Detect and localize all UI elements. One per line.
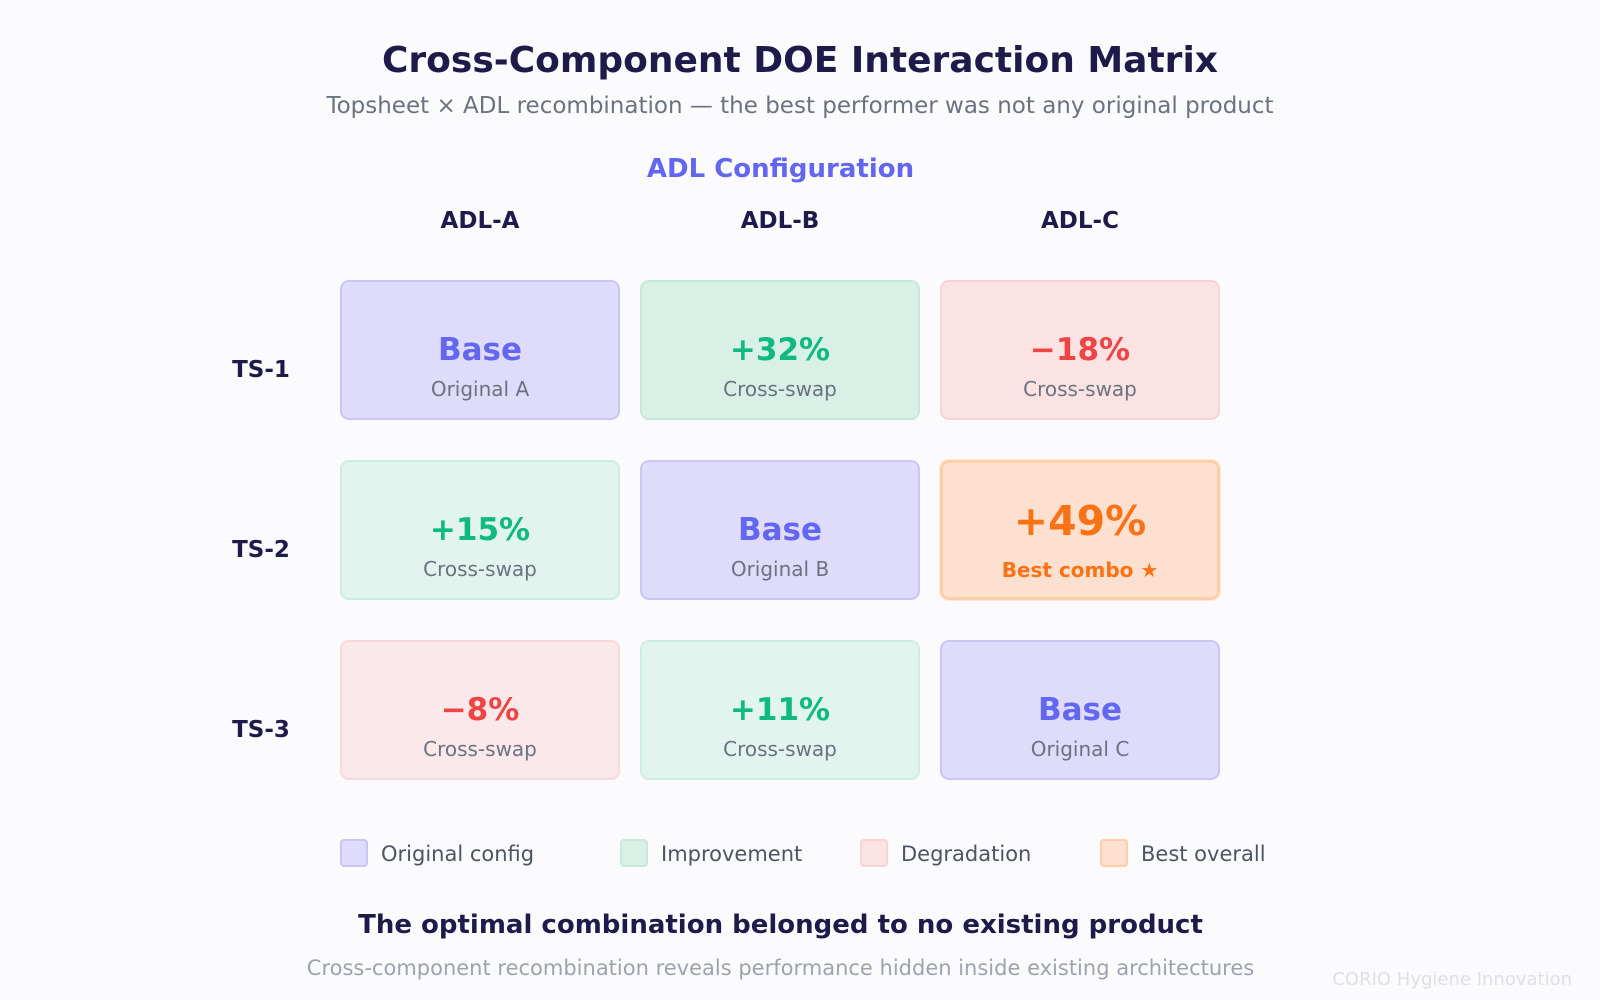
cell-note: Cross-swap (723, 737, 837, 761)
matrix-cell-ts3-adlb: +11% Cross-swap (640, 640, 920, 780)
cell-value: Base (437, 332, 523, 368)
legend-swatch-original (340, 839, 368, 867)
cell-value: +32% (729, 332, 831, 368)
matrix-cell-ts3-adlc: Base Original C (940, 640, 1220, 780)
legend-swatch-best (1100, 839, 1128, 867)
cell-value: +11% (729, 692, 831, 728)
cell-value: Base (737, 512, 823, 548)
best-combo-label: Best combo ★ (1001, 558, 1159, 582)
legend-swatch-degradation (860, 839, 888, 867)
cell-note: Original A (430, 377, 530, 401)
row-header-ts-1: TS-1 (232, 357, 290, 383)
matrix-cell-ts2-adla: +15% Cross-swap (340, 460, 620, 600)
matrix-cell-ts1-adlb: +32% Cross-swap (640, 280, 920, 420)
legend-label: Original config (381, 842, 535, 866)
cell-note: Cross-swap (723, 377, 837, 401)
conclusion-headline: The optimal combination belonged to no e… (358, 910, 1203, 940)
page-subtitle: Topsheet × ADL recombination — the best … (326, 93, 1274, 119)
column-header-adl-a: ADL-A (440, 208, 520, 234)
page-title: Cross-Component DOE Interaction Matrix (381, 40, 1218, 81)
column-header-adl-c: ADL-C (1041, 208, 1119, 234)
matrix-cell-ts2-adlb: Base Original B (640, 460, 920, 600)
cell-note: Cross-swap (1023, 377, 1137, 401)
column-axis-title: ADL Configuration (646, 154, 915, 184)
legend-swatch-improvement (620, 839, 648, 867)
matrix-cell-ts3-adla: −8% Cross-swap (340, 640, 620, 780)
cell-value: Base (1037, 692, 1123, 728)
legend-label: Best overall (1141, 842, 1266, 866)
cell-value: +49% (1013, 497, 1147, 545)
matrix-cell-ts2-adlc-best: +49% Best combo ★ (940, 460, 1220, 600)
watermark: CORIO Hygiene Innovation (1332, 969, 1572, 990)
cell-note: Original C (1030, 737, 1130, 761)
conclusion-subline: Cross-component recombination reveals pe… (306, 956, 1255, 980)
row-header-ts-3: TS-3 (232, 717, 290, 743)
legend-label: Degradation (901, 842, 1032, 866)
row-header-ts-2: TS-2 (232, 537, 290, 563)
cell-value: −8% (440, 692, 520, 728)
cell-value: +15% (429, 512, 531, 548)
cell-value: −18% (1029, 332, 1131, 368)
matrix-cell-ts1-adlc: −18% Cross-swap (940, 280, 1220, 420)
column-header-adl-b: ADL-B (740, 208, 820, 234)
cell-note: Cross-swap (423, 737, 537, 761)
cell-note: Original B (730, 557, 830, 581)
cell-note: Cross-swap (423, 557, 537, 581)
matrix-cell-ts1-adla: Base Original A (340, 280, 620, 420)
legend-label: Improvement (661, 842, 803, 866)
